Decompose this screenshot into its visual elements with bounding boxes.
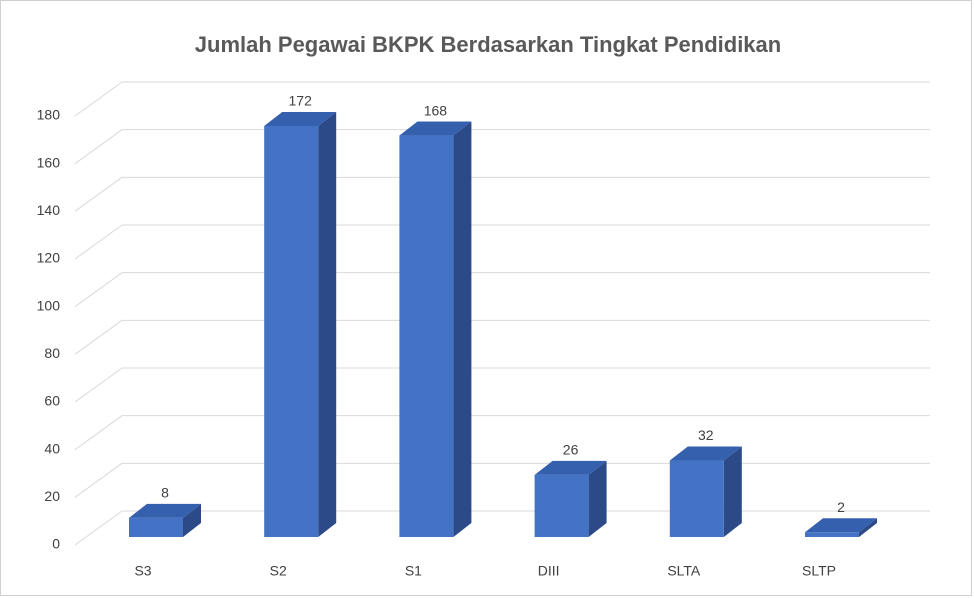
bar-side xyxy=(588,460,607,537)
bar-top xyxy=(805,518,877,533)
grid-line xyxy=(74,510,123,546)
y-tick-label: 60 xyxy=(44,393,60,409)
grid-line xyxy=(74,415,123,451)
bar xyxy=(805,532,859,537)
y-tick-label: 160 xyxy=(37,154,61,170)
x-tick-label: SLTA xyxy=(667,563,701,579)
y-tick-label: 40 xyxy=(44,440,60,456)
chart-title: Jumlah Pegawai BKPK Berdasarkan Tingkat … xyxy=(195,32,781,57)
grid-line xyxy=(74,81,123,117)
x-tick-label: S3 xyxy=(134,563,151,579)
value-label: 168 xyxy=(424,102,448,118)
bar-top xyxy=(534,460,607,475)
y-tick-label: 120 xyxy=(37,250,61,266)
bar xyxy=(669,460,724,537)
value-label: 32 xyxy=(698,427,714,443)
bar xyxy=(129,517,183,537)
bar-side xyxy=(723,446,742,537)
value-label: 172 xyxy=(289,93,313,109)
value-label: 26 xyxy=(563,442,579,458)
y-tick-label: 20 xyxy=(44,488,60,504)
grid-line xyxy=(74,367,123,403)
bar-top xyxy=(399,121,472,136)
bar-side xyxy=(453,121,472,537)
bar-side xyxy=(859,518,877,537)
bar-top xyxy=(669,446,742,461)
x-tick-label: S1 xyxy=(405,563,422,579)
x-tick-label: DIII xyxy=(538,563,560,579)
x-tick-label: S2 xyxy=(270,563,287,579)
y-tick-label: 80 xyxy=(44,345,60,361)
bar xyxy=(264,126,319,537)
value-label: 8 xyxy=(161,485,169,501)
grid-line xyxy=(74,462,123,498)
y-tick-label: 140 xyxy=(37,202,61,218)
x-tick-label: SLTP xyxy=(802,563,836,579)
bar xyxy=(534,474,589,537)
bar-side xyxy=(318,112,337,537)
grid-line xyxy=(74,129,123,165)
grid-line xyxy=(74,224,123,260)
bar xyxy=(399,135,454,537)
grid-line xyxy=(74,272,123,308)
grid-line xyxy=(74,176,123,212)
y-tick-label: 180 xyxy=(37,107,61,123)
value-label: 2 xyxy=(837,499,845,515)
bar-side xyxy=(183,503,201,537)
grid-line xyxy=(74,319,123,355)
bar-top xyxy=(264,112,337,126)
bar-top xyxy=(129,503,201,518)
y-tick-label: 100 xyxy=(37,297,61,313)
y-tick-label: 0 xyxy=(52,536,60,552)
